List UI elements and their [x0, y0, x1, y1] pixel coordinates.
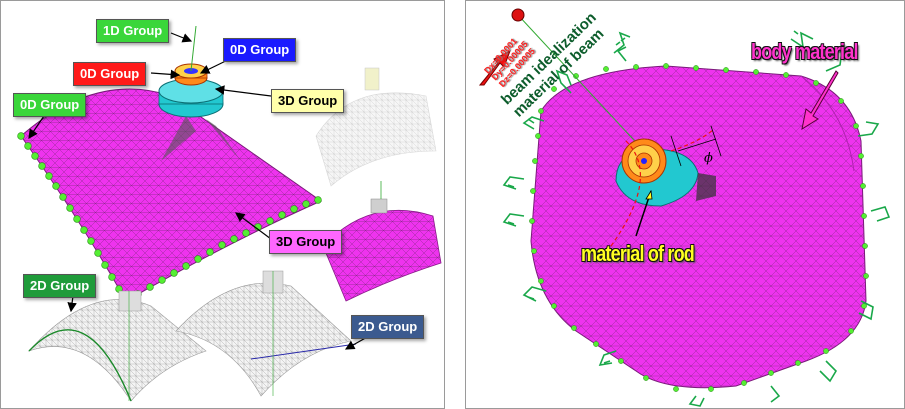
rod-pointer-head [645, 189, 653, 200]
beam-line [517, 14, 645, 152]
ghost-mesh-top-right [315, 67, 437, 187]
flange-rod-assembly [615, 138, 716, 207]
body-material-arrow [801, 70, 839, 131]
left-mesh-drawing [17, 25, 442, 402]
label-phi: ϕ [704, 151, 713, 166]
label-0d-group-left: 0D Group [13, 93, 87, 117]
magenta-body [530, 65, 867, 389]
label-3d-group-body: 3D Group [269, 230, 343, 254]
label-material-of-rod: material of rod [581, 241, 695, 266]
grey-mesh-bottom-right [175, 270, 357, 397]
dashed-angle-arc [610, 140, 642, 247]
dashed-angle-arc-2 [670, 128, 715, 152]
left-panel-group-diagram: 1D Group 0D Group 0D Group 0D Group 3D G… [0, 0, 445, 409]
grey-mesh-bottom-left [28, 290, 207, 402]
diameter-dimension [670, 125, 722, 167]
right-model-drawing [478, 8, 891, 407]
label-2d-group-left: 2D Group [23, 274, 97, 298]
label-0d-group-red: 0D Group [73, 62, 147, 86]
label-body-material: body material [751, 39, 858, 64]
small-magenta-shell [322, 181, 442, 302]
label-2d-group-right: 2D Group [351, 315, 425, 339]
beam-end-ball [511, 8, 525, 22]
label-1d-group: 1D Group [96, 19, 170, 43]
displacement-arrow [478, 49, 511, 86]
boundary-node-dots [529, 63, 869, 392]
right-panel-material-diagram: Dx=0.0001 Dy=0.00005 Dz=0.00005 beam ide… [465, 0, 905, 409]
constraint-symbols [502, 30, 891, 407]
label-3d-group-top: 3D Group [271, 89, 345, 113]
label-0d-group-top: 0D Group [223, 38, 297, 62]
